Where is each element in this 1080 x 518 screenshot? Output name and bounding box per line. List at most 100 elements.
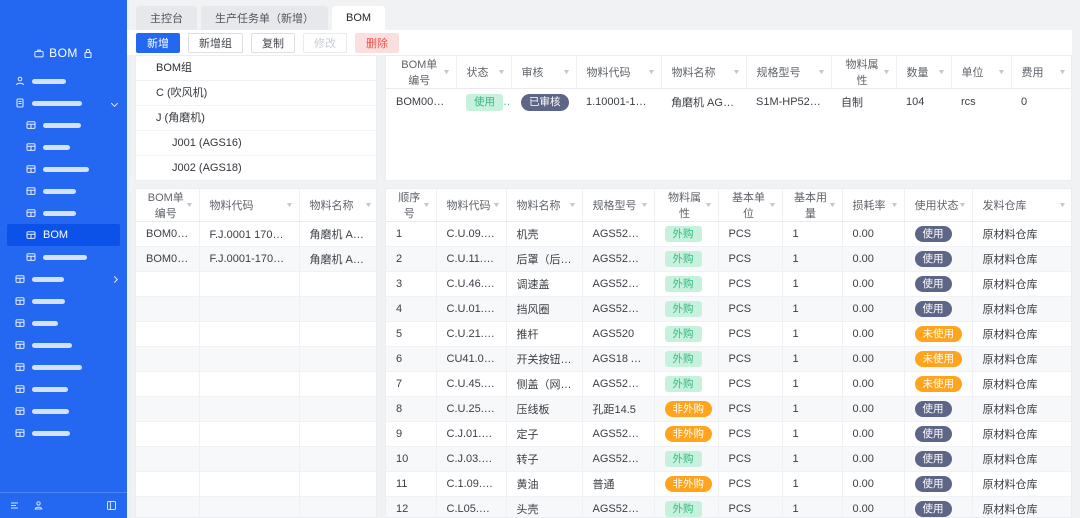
sidebar-item[interactable] <box>0 290 127 312</box>
filter-caret-icon[interactable]: ▼ <box>184 201 194 209</box>
column-header[interactable]: 基本用量 ▼ <box>782 189 843 222</box>
filter-caret-icon[interactable]: ▼ <box>957 201 967 209</box>
table-row[interactable]: 1 C.U.09.002 机壳 AGS520/DPS 外购 PCS 1 0.00 使用 原材料仓库 <box>386 221 1071 247</box>
filter-caret-icon[interactable]: ▼ <box>889 201 899 209</box>
column-header[interactable]: 顺序号 ▼ <box>386 189 437 222</box>
column-header[interactable]: 物料代码 ▼ <box>199 189 300 222</box>
column-header[interactable]: 规格型号 ▼ <box>582 189 655 222</box>
filter-caret-icon[interactable]: ▼ <box>936 68 946 76</box>
column-header[interactable]: 物料属性 ▼ <box>654 189 719 222</box>
filter-caret-icon[interactable]: ▼ <box>496 68 506 76</box>
table-row[interactable]: 7 C.U.45.0013 侧盖（网盖） AGS520 521 外购 PCS 1 0.00 未使… <box>386 371 1071 397</box>
filter-caret-icon[interactable]: ▼ <box>767 201 777 209</box>
sidebar-item[interactable] <box>0 92 127 114</box>
sidebar-item[interactable] <box>0 312 127 334</box>
column-header[interactable]: 费用 ▼ <box>1011 56 1071 89</box>
column-header-label: 物料属性 <box>845 59 879 87</box>
filter-caret-icon[interactable]: ▼ <box>491 201 501 209</box>
sidebar-item[interactable] <box>0 422 127 444</box>
sidebar-item[interactable] <box>0 378 127 400</box>
filter-caret-icon[interactable]: ▼ <box>567 201 577 209</box>
sidebar-item[interactable] <box>0 70 127 92</box>
table-row[interactable]: BOM000008F.J.0001 1707-095 宁...角磨机 AGS52… <box>136 221 376 247</box>
tab-console[interactable]: 主控台 <box>136 6 197 30</box>
table-row[interactable]: BOM000081F.J.0001-1706-077-1角磨机 AGS20 <box>136 246 376 272</box>
column-header[interactable]: 损耗率 ▼ <box>842 189 905 222</box>
grid-icon <box>26 208 36 218</box>
filter-caret-icon[interactable]: ▼ <box>881 68 891 76</box>
copy-button[interactable]: 复制 <box>251 32 295 53</box>
add-group-button[interactable]: 新增组 <box>188 32 243 53</box>
filter-caret-icon[interactable]: ▼ <box>703 201 713 209</box>
filter-caret-icon[interactable]: ▼ <box>1058 201 1067 209</box>
sidebar-item[interactable] <box>0 268 127 290</box>
column-header[interactable]: 规格型号 ▼ <box>746 56 832 89</box>
tab-bom[interactable]: BOM <box>332 6 386 30</box>
column-header[interactable]: 状态 ▼ <box>456 56 512 89</box>
sidebar-item[interactable] <box>0 202 127 224</box>
filter-caret-icon[interactable]: ▼ <box>561 68 571 76</box>
sidebar-item[interactable] <box>0 136 127 158</box>
table-row[interactable]: 11 C.1.09.0001 黄油 普通 非外购 PCS 1 0.00 使用 原材料仓库 <box>386 471 1071 497</box>
column-header[interactable]: BOM单编号 ▼ <box>386 56 457 89</box>
table-row[interactable]: 5 C.U.21.0005 推杆 AGS520 外购 PCS 1 0.00 未使用 原材料仓库 <box>386 321 1071 347</box>
column-header[interactable]: 审核 ▼ <box>511 56 577 89</box>
filter-caret-icon[interactable]: ▼ <box>816 68 826 76</box>
collapse-sidebar-icon[interactable] <box>106 500 117 511</box>
sidebar-item[interactable] <box>0 400 127 422</box>
sidebar-item[interactable] <box>0 356 127 378</box>
filter-caret-icon[interactable]: ▼ <box>364 201 373 209</box>
table-row[interactable]: 12 C.L05.0035 头壳 AGS520 521 外购 PCS 1 0.00 使用 原材料仓… <box>386 496 1071 517</box>
column-header[interactable]: 物料名称 ▼ <box>299 189 376 222</box>
table-cell: 0.00 <box>842 421 905 447</box>
column-header[interactable]: 数量 ▼ <box>896 56 952 89</box>
filter-caret-icon[interactable]: ▼ <box>646 68 656 76</box>
bom-group-row[interactable]: C (吹风机) <box>136 81 376 106</box>
sidebar-item[interactable] <box>0 158 127 180</box>
delete-button[interactable]: 删除 <box>355 32 399 53</box>
sidebar-item-bom[interactable]: BOM <box>7 224 120 246</box>
filter-caret-icon[interactable]: ▼ <box>441 68 451 76</box>
column-header[interactable]: 物料属性 ▼ <box>831 56 897 89</box>
column-header[interactable]: 使用状态 ▼ <box>904 189 973 222</box>
filter-caret-icon[interactable]: ▼ <box>996 68 1006 76</box>
table-row[interactable]: BOM000081 使用 已审核 1.10001-1706-077-1 角磨机 AGS5… <box>386 89 1071 116</box>
tab-production-task[interactable]: 生产任务单（新增） <box>201 6 328 30</box>
sidebar-item[interactable] <box>0 246 127 268</box>
table-row[interactable]: 3 C.U.46.0001 调速盖 AGS520 521 外购 PCS 1 0.00 使用 原材料… <box>386 271 1071 297</box>
add-button[interactable]: 新增 <box>136 32 180 53</box>
column-header-label: 物料代码 <box>586 67 631 79</box>
table-row[interactable]: 4 C.U.01.0023 挡风圈 AGS520 521 外购 PCS 1 0.00 使用 原材料… <box>386 296 1071 322</box>
bom-group-row[interactable]: J (角磨机) <box>136 106 376 131</box>
filter-caret-icon[interactable]: ▼ <box>731 68 741 76</box>
bom-group-row[interactable]: J001 (AGS16) <box>136 131 376 156</box>
list-icon[interactable] <box>10 500 21 511</box>
table-row[interactable]: 8 C.U.25.0002 压线板 孔距14.5 非外购 PCS 1 0.00 使用 原材料仓库 <box>386 396 1071 422</box>
table-cell: C.U.09.002 <box>436 221 507 247</box>
filter-caret-icon[interactable]: ▼ <box>1058 68 1067 76</box>
bom-group-row[interactable]: J002 (AGS18) <box>136 156 376 180</box>
column-header[interactable]: 单位 ▼ <box>951 56 1012 89</box>
column-header[interactable]: 发料仓库 ▼ <box>972 189 1071 222</box>
column-header[interactable]: 物料代码 ▼ <box>576 56 662 89</box>
pin-icon[interactable] <box>33 500 44 511</box>
column-header[interactable]: 物料名称 ▼ <box>506 189 583 222</box>
sidebar-item[interactable] <box>0 180 127 202</box>
column-header[interactable]: 物料名称 ▼ <box>661 56 747 89</box>
table-cell: PCS <box>718 221 783 247</box>
filter-caret-icon[interactable]: ▼ <box>284 201 294 209</box>
filter-caret-icon[interactable]: ▼ <box>639 201 649 209</box>
sidebar-item[interactable] <box>0 334 127 356</box>
sidebar-item[interactable] <box>0 114 127 136</box>
redacted-menu-label <box>43 254 87 260</box>
column-header[interactable]: 物料代码 ▼ <box>436 189 507 222</box>
filter-caret-icon[interactable]: ▼ <box>827 201 837 209</box>
column-header[interactable]: BOM单编号 ▼ <box>136 189 200 222</box>
filter-caret-icon[interactable]: ▼ <box>421 201 431 209</box>
table-cell: C.U.21.0005 <box>436 321 507 347</box>
column-header[interactable]: 基本单位 ▼ <box>718 189 783 222</box>
